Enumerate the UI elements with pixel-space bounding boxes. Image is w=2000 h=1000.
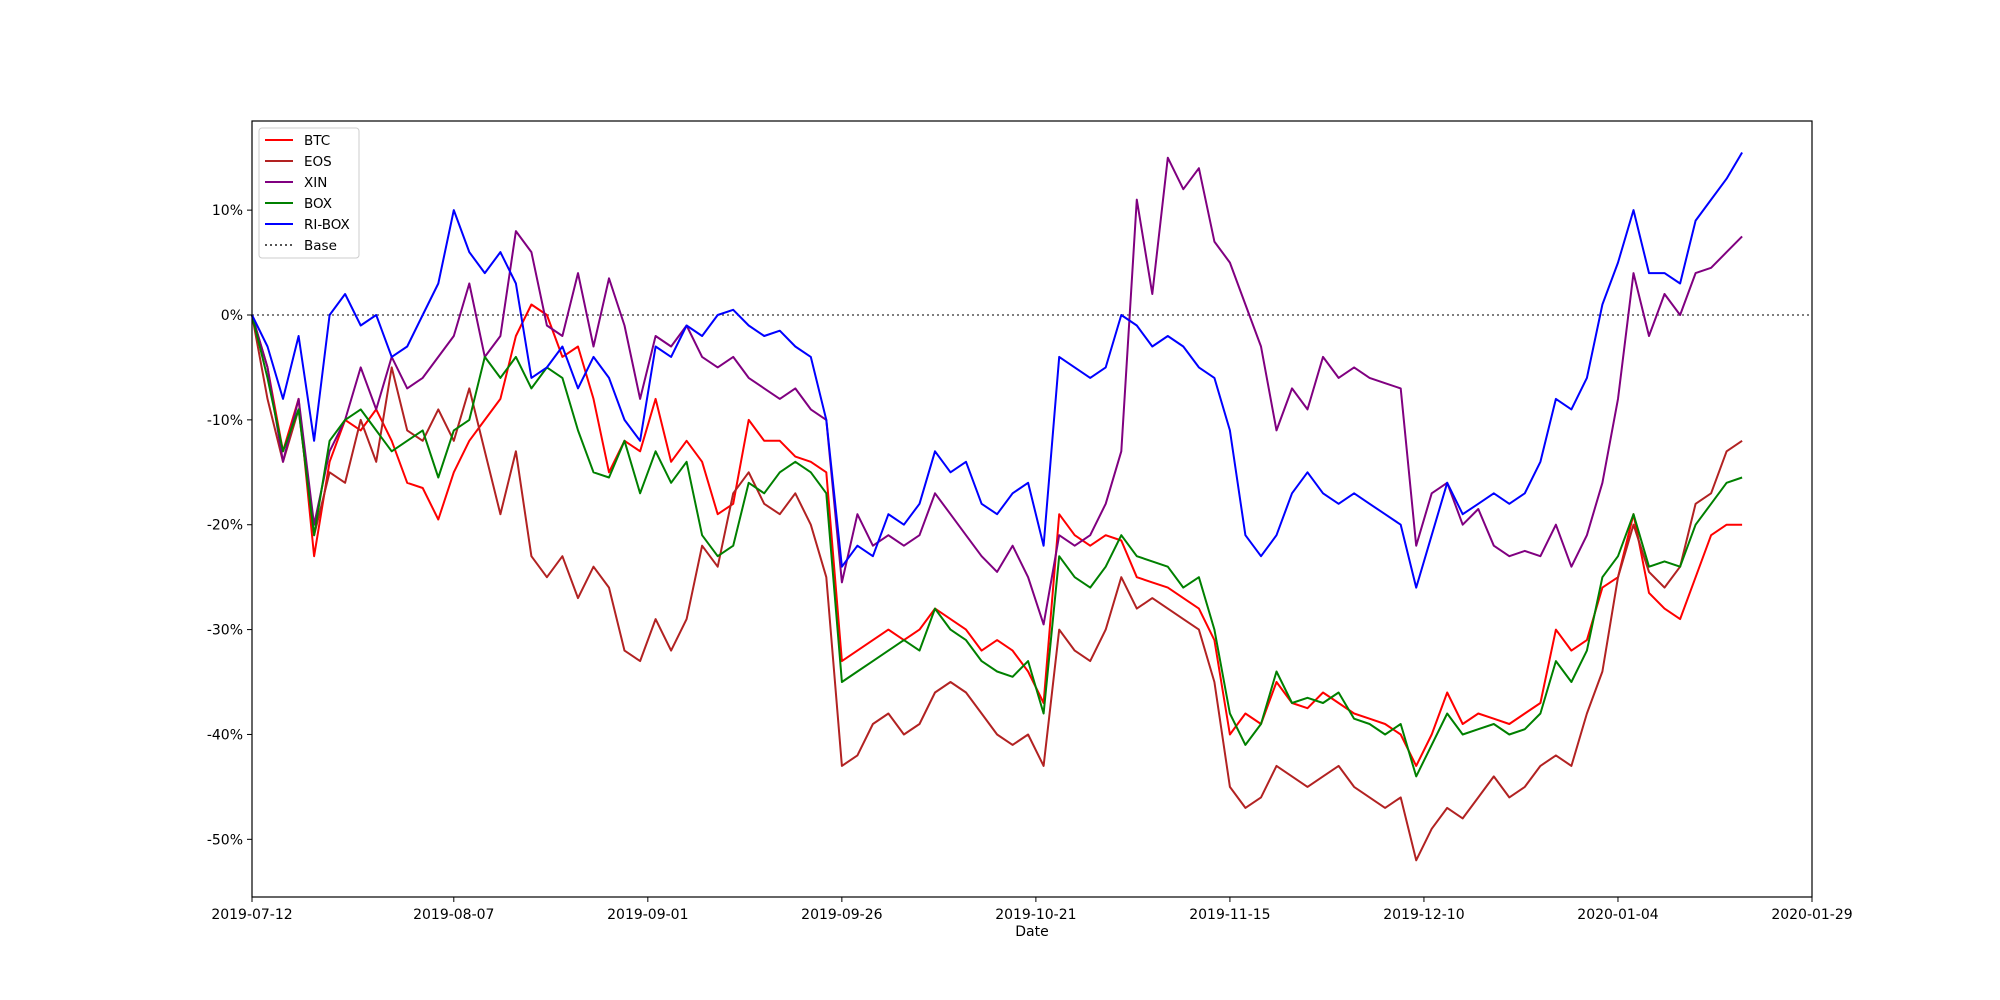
x-tick-label: 2019-12-10	[1383, 907, 1464, 923]
x-tick-label: 2019-09-26	[801, 907, 882, 923]
legend-label: XIN	[304, 175, 327, 191]
y-axis: 10% 0% -10% -20% -30% -40% -50%	[207, 203, 252, 848]
series-line-box	[251, 314, 1743, 778]
x-tick-label: 2019-08-07	[413, 907, 494, 923]
y-tick-label: 0%	[221, 308, 243, 324]
y-tick-label: -10%	[207, 413, 243, 429]
series-line-ri-box	[251, 151, 1743, 589]
x-tick-label: 2019-10-21	[995, 907, 1076, 923]
y-tick-label: -30%	[207, 623, 243, 639]
legend: BTC EOS XIN BOX RI-BOX Base	[258, 127, 360, 259]
series-line-xin	[251, 156, 1743, 626]
y-tick-label: 10%	[212, 203, 243, 219]
x-axis: 2019-07-12 2019-08-07 2019-09-01 2019-09-26…	[211, 897, 1853, 923]
x-tick-label: 2020-01-04	[1577, 907, 1658, 923]
series-line-eos	[251, 314, 1743, 862]
x-tick-label: 2019-07-12	[211, 907, 292, 923]
legend-label: RI-BOX	[304, 217, 350, 233]
x-tick-label: 2019-09-01	[607, 907, 688, 923]
legend-label: EOS	[304, 154, 332, 170]
plot-frame	[251, 120, 1813, 898]
x-tick-label: 2020-01-29	[1771, 907, 1852, 923]
series-layer	[251, 151, 1743, 862]
legend-label: BOX	[304, 196, 332, 212]
x-axis-label: Date	[1015, 924, 1048, 940]
y-tick-label: -20%	[207, 518, 243, 534]
legend-label: Base	[304, 238, 337, 254]
x-tick-label: 2019-11-15	[1189, 907, 1270, 923]
y-tick-label: -40%	[207, 727, 243, 743]
series-line-btc	[251, 303, 1743, 767]
legend-items: BTC EOS XIN BOX RI-BOX Base	[265, 133, 350, 254]
y-tick-label: -50%	[207, 832, 243, 848]
legend-label: BTC	[304, 133, 330, 149]
